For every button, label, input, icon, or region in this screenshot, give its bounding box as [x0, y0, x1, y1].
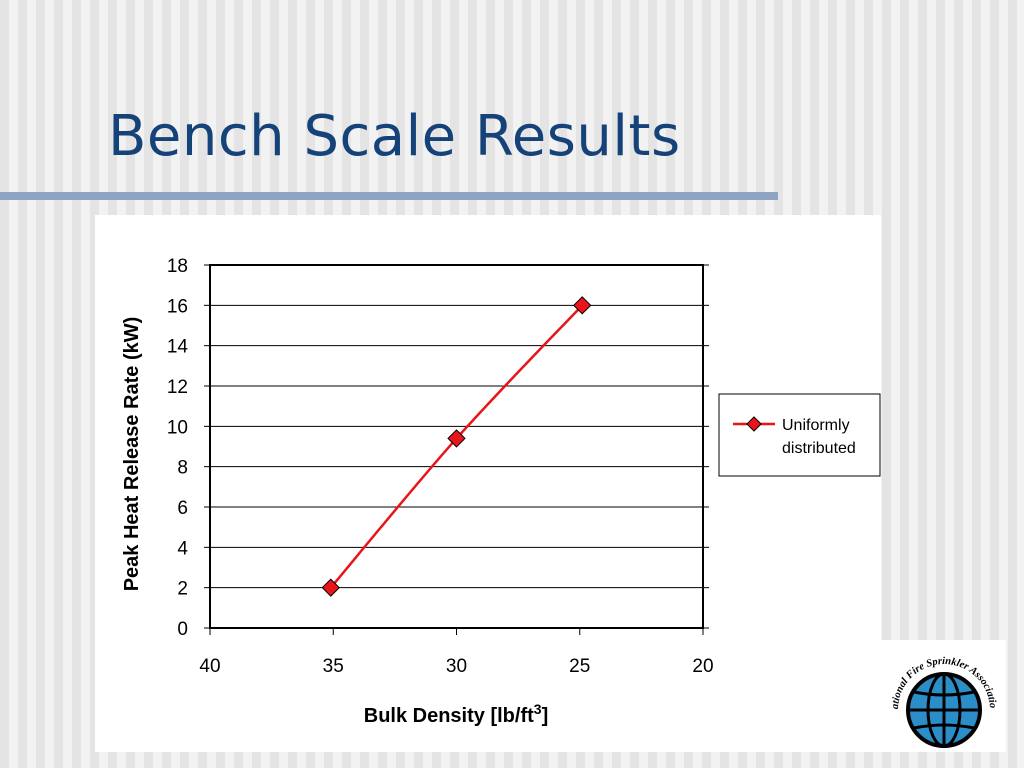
y-tick-label: 18 [167, 256, 188, 277]
legend-label-line1: Uniformly [782, 417, 850, 434]
legend: Uniformly distributed [718, 393, 881, 477]
y-tick-label: 8 [177, 458, 188, 479]
x-tick-label: 35 [323, 656, 344, 677]
legend-label-line2: distributed [782, 440, 856, 457]
chart-panel: 0 2 4 6 8 10 12 14 16 18 40 35 30 25 20 Peak Heat Rel… [95, 215, 881, 752]
y-tick-label: 10 [167, 417, 188, 438]
legend-box [718, 393, 881, 477]
data-point-1 [447, 429, 466, 448]
globe-icon [906, 672, 982, 748]
y-tick-label: 16 [167, 296, 188, 317]
slide-title: Bench Scale Results [108, 104, 681, 169]
x-tick-label: 40 [199, 656, 220, 677]
y-axis-label: Peak Heat Release Rate (kW) [121, 317, 143, 592]
y-tick-label: 12 [167, 377, 188, 398]
y-tick-label: 14 [167, 337, 189, 358]
y-tick-label: 4 [177, 538, 188, 559]
x-tick-label: 20 [692, 656, 713, 677]
data-point-0 [321, 578, 340, 597]
x-tick-label: 30 [446, 656, 467, 677]
x-axis-label: Bulk Density [lb/ft3] [364, 701, 548, 727]
x-tick-label: 25 [569, 656, 590, 677]
title-rule [0, 192, 778, 200]
ifsa-logo: International Fire Sprinkler Association… [874, 632, 1006, 752]
legend-diamond-marker [746, 416, 762, 432]
data-point-2 [573, 296, 592, 315]
line-chart: 0 2 4 6 8 10 12 14 16 18 40 35 30 25 20 Peak Heat Rel… [121, 256, 881, 727]
y-tick-label: 0 [177, 619, 188, 640]
y-tick-label: 2 [177, 579, 188, 600]
y-tick-label: 6 [177, 498, 188, 519]
